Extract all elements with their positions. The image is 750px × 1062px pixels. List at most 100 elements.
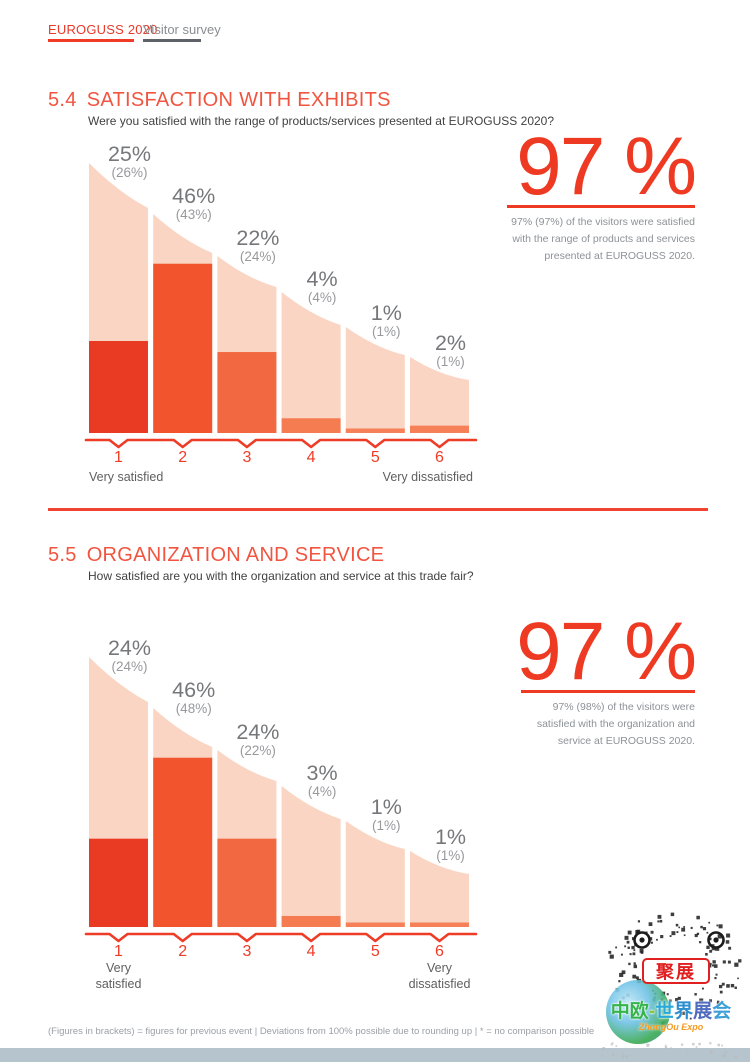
qr-dot-faint bbox=[622, 1052, 624, 1055]
highlight-block-organization: 97 % 97% (98%) of the visitors were sati… bbox=[495, 611, 701, 781]
qr-dot bbox=[633, 962, 636, 965]
qr-dot bbox=[633, 949, 636, 952]
qr-dot bbox=[730, 983, 735, 988]
qr-dot-faint bbox=[724, 1051, 727, 1054]
qr-dot bbox=[700, 925, 703, 929]
qr-dot bbox=[681, 927, 686, 932]
qr-dot bbox=[640, 951, 644, 954]
qr-dot-faint bbox=[698, 1042, 701, 1046]
qr-dot bbox=[716, 924, 719, 927]
qr-dot bbox=[639, 948, 644, 953]
bar-value-label: 24% bbox=[108, 636, 151, 660]
bar-previous-value-label: (22%) bbox=[240, 743, 276, 758]
qr-dot bbox=[633, 964, 638, 969]
qr-finder-dot bbox=[639, 937, 645, 943]
qr-dot bbox=[706, 931, 709, 934]
bar bbox=[153, 757, 213, 927]
qr-dot bbox=[718, 924, 723, 929]
qr-dot-faint bbox=[721, 1044, 723, 1047]
qr-dot bbox=[725, 940, 730, 944]
bar-value-label: 24% bbox=[236, 720, 279, 744]
category-label: 1 bbox=[114, 943, 123, 960]
qr-dot bbox=[699, 998, 704, 1003]
qr-dot-faint bbox=[664, 1044, 667, 1047]
watermark-badge: 聚展 bbox=[642, 958, 710, 984]
qr-dot-faint bbox=[611, 1042, 614, 1044]
bar-previous-value-label: (1%) bbox=[436, 848, 465, 863]
column-background bbox=[410, 357, 469, 433]
qr-dot bbox=[715, 946, 720, 951]
qr-dot bbox=[677, 996, 681, 1000]
bar bbox=[89, 838, 148, 927]
qr-dot bbox=[675, 998, 679, 1002]
axis-end-label: Very satisfied bbox=[96, 961, 142, 991]
qr-dot bbox=[669, 935, 672, 938]
qr-dot bbox=[689, 1017, 692, 1020]
qr-dot bbox=[659, 919, 663, 923]
bar bbox=[217, 352, 277, 433]
category-label: 4 bbox=[307, 449, 316, 466]
qr-dot bbox=[660, 935, 664, 939]
qr-dot bbox=[657, 920, 660, 923]
section-55-question: How satisfied are you with the organizat… bbox=[88, 569, 474, 583]
qr-dot bbox=[678, 926, 681, 929]
qr-dot bbox=[719, 990, 723, 994]
qr-dot bbox=[628, 962, 631, 966]
axis-end-label: Very satisfied bbox=[89, 470, 163, 484]
bracket-axis bbox=[84, 438, 478, 449]
qr-dot-faint bbox=[625, 1055, 629, 1058]
qr-dot-faint bbox=[717, 1043, 720, 1047]
qr-dot bbox=[666, 993, 669, 996]
category-label: 5 bbox=[371, 449, 380, 466]
qr-dot-faint bbox=[612, 1053, 615, 1057]
bar bbox=[281, 418, 341, 433]
qr-dot bbox=[650, 930, 654, 934]
watermark-subtitle: ZhongOu Expo bbox=[638, 1022, 704, 1032]
qr-dot-faint bbox=[692, 1042, 695, 1046]
category-label: 4 bbox=[307, 943, 316, 960]
organization-service-chart: 24%(24%)146%(48%)224%(22%)33%(4%)41%(1%)… bbox=[84, 636, 478, 991]
qr-dot bbox=[716, 1002, 719, 1005]
column-background bbox=[281, 786, 341, 927]
bar bbox=[217, 838, 277, 927]
qr-dot-faint bbox=[695, 1046, 698, 1048]
qr-dot-faint bbox=[709, 1042, 712, 1045]
category-label: 2 bbox=[178, 449, 187, 466]
qr-dot bbox=[709, 962, 712, 966]
bar bbox=[89, 341, 148, 433]
bar-value-label: 25% bbox=[108, 142, 151, 166]
qr-dot bbox=[618, 980, 621, 983]
qr-dot bbox=[635, 976, 639, 980]
qr-dot bbox=[676, 931, 679, 934]
qr-dot bbox=[609, 954, 614, 959]
qr-dot bbox=[683, 934, 686, 937]
category-label: 5 bbox=[371, 943, 380, 960]
bar-previous-value-label: (26%) bbox=[111, 165, 147, 180]
bar-previous-value-label: (4%) bbox=[308, 290, 337, 305]
qr-dot bbox=[712, 964, 715, 967]
brand-subtitle: Visitor survey bbox=[143, 22, 221, 37]
bar bbox=[410, 425, 469, 433]
bar bbox=[345, 922, 405, 927]
qr-dot-faint bbox=[670, 1047, 672, 1049]
bar-value-label: 1% bbox=[371, 301, 402, 325]
qr-dot bbox=[737, 977, 739, 980]
category-label: 1 bbox=[114, 449, 123, 466]
bar-previous-value-label: (1%) bbox=[372, 324, 401, 339]
highlight-value: 97 % bbox=[516, 121, 697, 212]
section-54-number: 5.4 bbox=[48, 89, 77, 111]
qr-dot bbox=[624, 945, 627, 948]
bar-previous-value-label: (1%) bbox=[436, 354, 465, 369]
globe-icon bbox=[606, 980, 670, 1044]
qr-dot bbox=[713, 964, 718, 968]
highlight-underline bbox=[507, 205, 695, 208]
qr-dot bbox=[726, 984, 730, 988]
qr-dot bbox=[709, 949, 713, 953]
bar-previous-value-label: (1%) bbox=[372, 818, 401, 833]
bar bbox=[281, 915, 341, 927]
bar-value-label: 3% bbox=[307, 761, 338, 785]
qr-dot-faint bbox=[621, 1055, 624, 1058]
qr-dot bbox=[702, 927, 707, 931]
qr-dot-faint bbox=[680, 1043, 684, 1046]
qr-dot bbox=[637, 920, 641, 923]
